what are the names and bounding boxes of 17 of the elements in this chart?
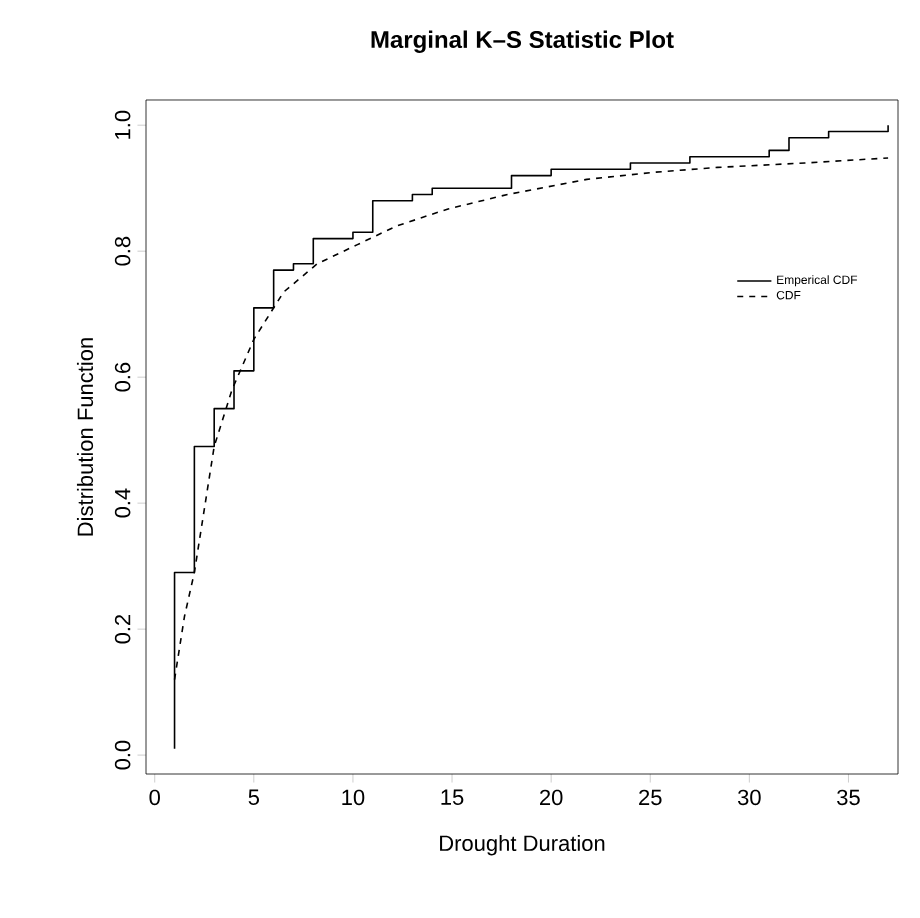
x-tick-label: 15 [441,789,464,805]
x-tick-label: 5 [248,789,260,805]
y-axis-title: Distribution Function [76,338,94,536]
y-tick-label: 0.0 [114,740,131,770]
x-tick-label: 35 [837,789,860,806]
x-tick-label: 30 [737,789,761,806]
chart-title: Marginal K–S Statistic Plot [371,30,674,53]
x-tick-label: 10 [342,789,365,806]
y-tick-label: 0.4 [114,488,131,518]
x-tick-label: 0 [149,789,160,806]
y-tick-label: 1.0 [114,110,131,139]
x-axis-title: Drought Duration [440,834,605,856]
y-tick-label: 0.6 [114,362,131,392]
y-tick-label: 0.2 [114,614,131,644]
y-tick-label: 0.8 [114,236,131,266]
x-tick-label: 20 [540,789,563,806]
x-tick-label: 25 [639,789,662,806]
